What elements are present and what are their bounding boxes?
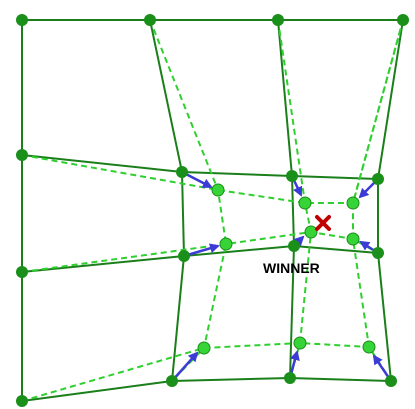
outer-node xyxy=(372,247,384,259)
inner-nodes xyxy=(197,183,376,355)
outer-node xyxy=(397,14,409,26)
inner-node xyxy=(211,183,225,197)
inner-node xyxy=(362,340,376,354)
outer-grid-col-3 xyxy=(277,19,296,379)
outer-node xyxy=(286,170,298,182)
update-arrow xyxy=(171,351,199,382)
inner-node xyxy=(197,341,211,355)
outer-node xyxy=(272,14,284,26)
winner-label: WINNER xyxy=(263,260,320,276)
inner-grid-row-1 xyxy=(21,19,404,204)
outer-grid xyxy=(21,19,404,402)
outer-grid-col-4 xyxy=(377,19,404,382)
inner-node xyxy=(346,232,360,246)
outer-nodes xyxy=(16,14,409,407)
outer-grid-row-4 xyxy=(21,376,392,402)
outer-node xyxy=(16,266,28,278)
outer-node xyxy=(16,14,28,26)
outer-node xyxy=(372,173,384,185)
inner-node xyxy=(219,237,233,251)
x-mark-icon xyxy=(315,215,331,231)
outer-node xyxy=(144,14,156,26)
outer-node xyxy=(385,375,397,387)
inner-grid-col-1 xyxy=(149,19,228,382)
inner-node xyxy=(298,196,312,210)
outer-node xyxy=(284,372,296,384)
inner-node xyxy=(346,196,360,210)
outer-node xyxy=(288,240,300,252)
outer-node xyxy=(16,149,28,161)
outer-node xyxy=(16,395,28,407)
outer-grid-col-2 xyxy=(149,19,186,382)
inner-grid xyxy=(21,19,404,402)
outer-node xyxy=(178,250,190,262)
outer-grid-row-3 xyxy=(21,244,379,273)
inner-node xyxy=(304,225,318,239)
outer-grid-row-2 xyxy=(21,154,379,180)
outer-node xyxy=(166,375,178,387)
outer-node xyxy=(176,166,188,178)
inner-node xyxy=(293,336,307,350)
